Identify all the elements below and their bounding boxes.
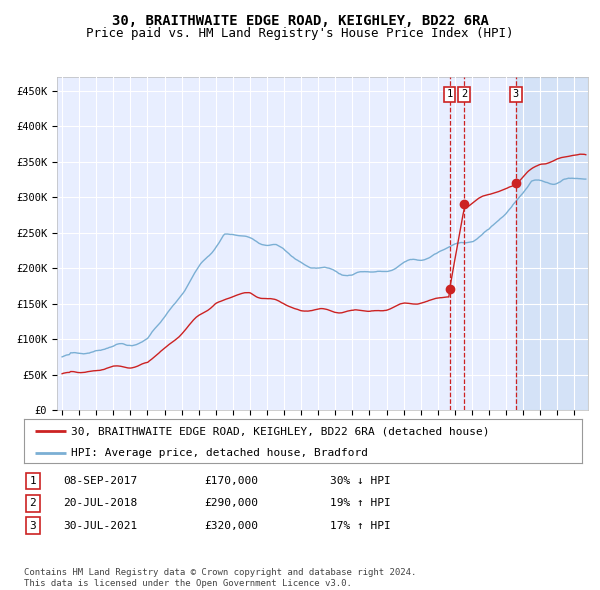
Text: Price paid vs. HM Land Registry's House Price Index (HPI): Price paid vs. HM Land Registry's House … [86, 27, 514, 40]
Text: This data is licensed under the Open Government Licence v3.0.: This data is licensed under the Open Gov… [24, 579, 352, 588]
Text: 2: 2 [461, 90, 467, 100]
Bar [516, 77, 588, 410]
Text: 2: 2 [29, 499, 37, 508]
Text: 30-JUL-2021: 30-JUL-2021 [63, 521, 137, 530]
Text: 08-SEP-2017: 08-SEP-2017 [63, 476, 137, 486]
Text: 3: 3 [29, 521, 37, 530]
Text: 30, BRAITHWAITE EDGE ROAD, KEIGHLEY, BD22 6RA: 30, BRAITHWAITE EDGE ROAD, KEIGHLEY, BD2… [112, 14, 488, 28]
Text: 1: 1 [29, 476, 37, 486]
Text: Contains HM Land Registry data © Crown copyright and database right 2024.: Contains HM Land Registry data © Crown c… [24, 568, 416, 576]
Text: 3: 3 [513, 90, 519, 100]
Text: 20-JUL-2018: 20-JUL-2018 [63, 499, 137, 508]
Text: £170,000: £170,000 [204, 476, 258, 486]
Text: £290,000: £290,000 [204, 499, 258, 508]
Text: £320,000: £320,000 [204, 521, 258, 530]
Text: 1: 1 [446, 90, 452, 100]
Text: 30% ↓ HPI: 30% ↓ HPI [330, 476, 391, 486]
Text: 30, BRAITHWAITE EDGE ROAD, KEIGHLEY, BD22 6RA (detached house): 30, BRAITHWAITE EDGE ROAD, KEIGHLEY, BD2… [71, 427, 490, 436]
Text: 19% ↑ HPI: 19% ↑ HPI [330, 499, 391, 508]
Text: HPI: Average price, detached house, Bradford: HPI: Average price, detached house, Brad… [71, 448, 368, 458]
Text: 17% ↑ HPI: 17% ↑ HPI [330, 521, 391, 530]
